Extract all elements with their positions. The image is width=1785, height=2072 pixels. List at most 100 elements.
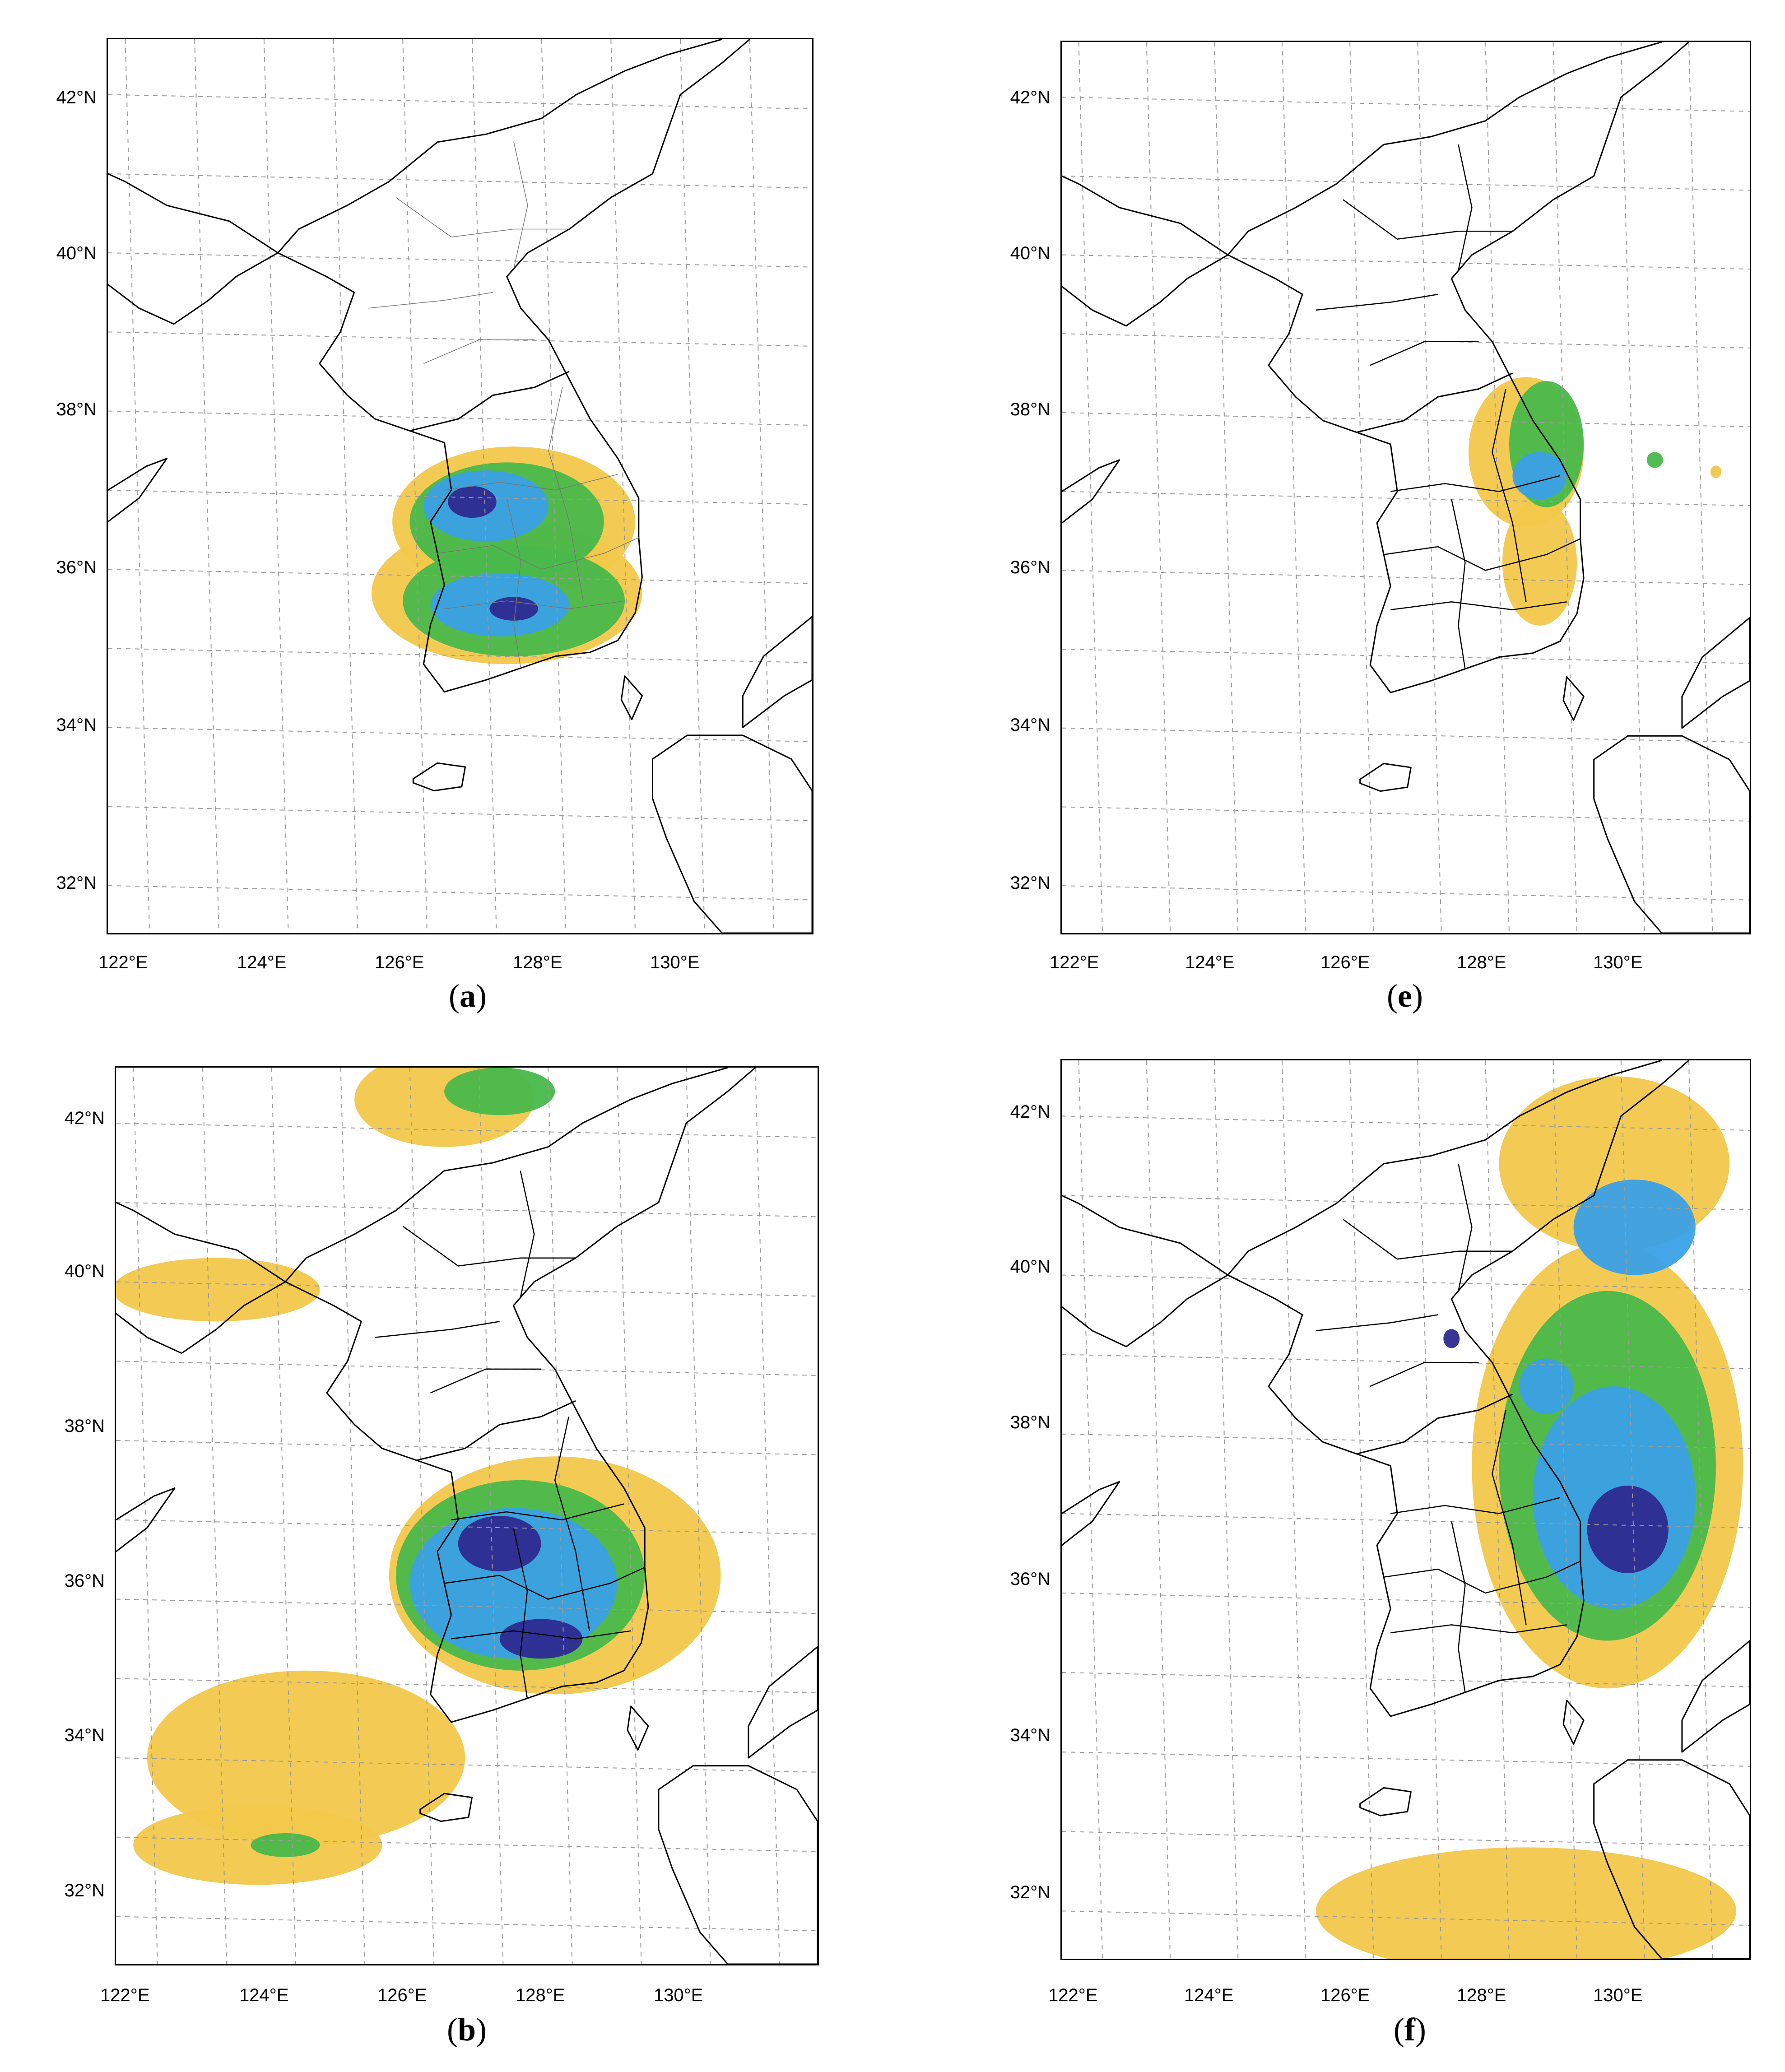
province-boundary [444,600,625,609]
parallel-line [1062,1751,1750,1767]
meridian-line [1688,42,1713,933]
lat-label: 38°N [1010,400,1051,419]
province-boundary [554,1417,590,1631]
parallel-line [1062,1831,1750,1846]
precip-heavy-area [1519,1358,1574,1414]
dmz-border [1356,372,1513,433]
province-boundary [1316,1314,1438,1332]
meridian-line [679,39,705,933]
liaodong-coastline [116,1202,286,1354]
tsushima-island [1562,676,1585,721]
map-frame-b [115,1066,819,1965]
china-korea-border [284,1068,728,1282]
meridian-line [1417,42,1442,933]
korea-coastline [277,39,750,693]
lat-label: 40°N [1010,1257,1051,1277]
jeju-island [1359,1787,1412,1816]
kyushu-coastline [652,734,812,933]
meridian-line [1281,42,1306,933]
jeju-island [419,1793,473,1822]
lon-label: 124°E [1184,1985,1234,2005]
korea-coastline [1227,1060,1689,1717]
panel-f: (f) 42°N 40°N 38°N 36°N 34°N 32°N 122°E 124°E 12… [892,1036,1785,2072]
lon-label: 124°E [239,1985,289,2005]
precip-light-area [116,1258,320,1322]
province-boundary [1370,1361,1479,1387]
parallel-line [1062,1115,1750,1131]
kyushu-coastline [658,1765,818,1964]
tsushima-island [627,1705,649,1751]
province-boundary [1343,1219,1513,1260]
province-boundaries [1316,1163,1581,1693]
meridian-line [1078,42,1103,933]
panel-b: (b) 42°N 40°N 38°N 36°N 34°N 32°N 122°E 124°E 12… [0,1036,892,2072]
meridian-line [1146,42,1171,933]
precip-heavy-area [1512,452,1567,500]
province-boundary [1451,499,1466,669]
province-boundary [1343,199,1513,240]
lat-label: 42°N [1010,1102,1051,1122]
parallel-line [1062,1592,1750,1608]
coastlines [1062,42,1750,933]
lat-label: 32°N [64,1881,105,1900]
province-boundary [548,387,584,601]
shandong-coastline [1062,459,1120,524]
province-boundary [402,1226,576,1267]
lon-label: 126°E [377,1985,427,2005]
parallel-line [1062,1195,1750,1211]
precip-layer [1468,377,1721,626]
province-boundaries [375,1171,645,1699]
meridian-line [1213,1060,1239,1959]
parallel-line [1062,1910,1750,1926]
lon-label: 122°E [98,952,148,972]
lon-label: 124°E [237,952,287,972]
province-boundary [395,197,570,237]
map-frame-f [1060,1059,1751,1960]
province-boundary [1458,1163,1473,1291]
parallel-line [108,489,812,505]
lat-label: 36°N [56,557,97,577]
meridian-line [263,39,289,933]
precip-moderate-area [1646,452,1663,468]
dmz-border [1356,1394,1513,1455]
jeju-island [1359,762,1412,792]
lat-label: 40°N [56,243,97,263]
shandong-coastline [1062,1481,1120,1546]
meridian-line [333,39,358,933]
province-boundary [444,1567,645,1600]
province-boundary [1492,389,1527,602]
map-frame-e [1060,41,1751,934]
shandong-coastline [116,1487,176,1552]
parallel-line [108,568,812,584]
precip-extreme-area [499,1619,583,1659]
province-boundary [1370,341,1479,366]
lat-label: 32°N [1010,873,1051,893]
precip-extreme-area [489,597,538,621]
parallel-line [1062,806,1750,822]
korea-coastline [1227,42,1689,693]
province-boundary [451,1630,631,1640]
province-boundary [1384,1561,1581,1594]
honshu-coastline [748,1646,818,1759]
precip-light-area [1710,465,1721,479]
caption-f: (f) [1394,2012,1426,2048]
parallel-line [1062,727,1750,743]
honshu-coastline [742,616,812,728]
tsushima-island [620,675,643,720]
parallel-line [108,94,812,110]
parallel-line [108,885,812,901]
meridian-line [125,39,150,933]
lat-label: 38°N [1010,1412,1051,1432]
province-boundary [513,142,528,269]
kyushu-coastline [1593,735,1750,933]
map-a [108,39,812,933]
parallel-line [1062,570,1750,585]
lat-label: 34°N [1010,715,1051,735]
lon-label: 126°E [1320,952,1370,972]
precip-layer [372,446,642,664]
lat-label: 42°N [56,88,97,107]
lat-label: 40°N [1010,243,1051,263]
coastlines [108,39,812,933]
lat-label: 32°N [1010,1882,1051,1902]
precip-light-area [147,1670,465,1845]
